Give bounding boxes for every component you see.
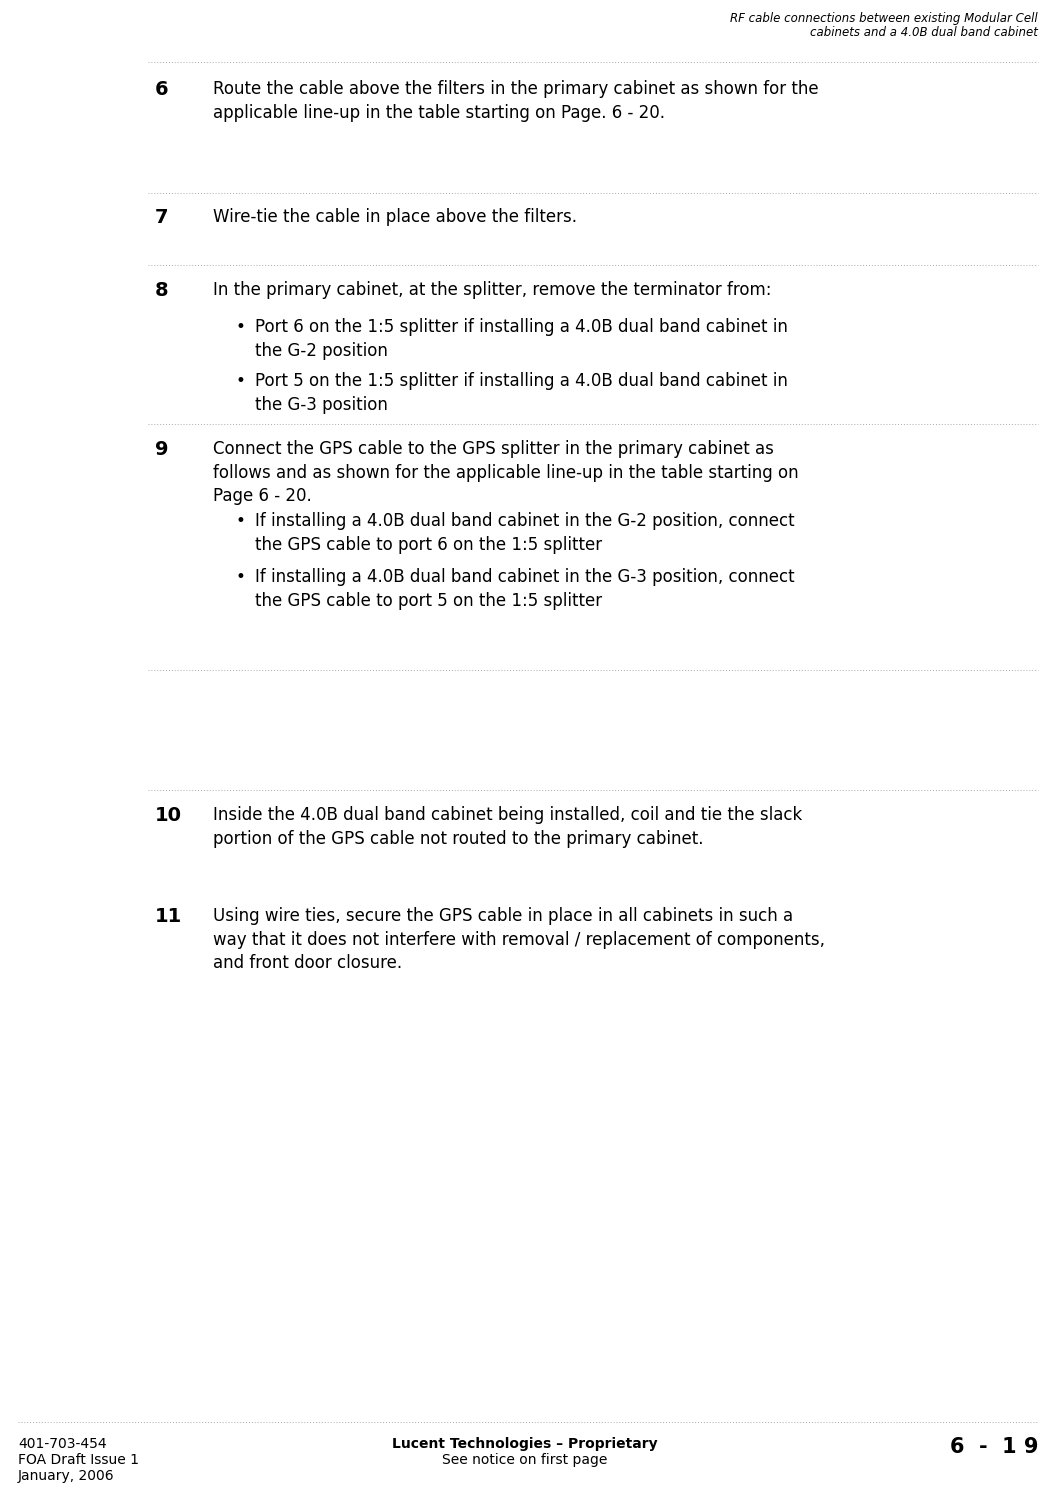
Text: Wire-tie the cable in place above the filters.: Wire-tie the cable in place above the fi…: [213, 209, 578, 226]
Text: Port 5 on the 1:5 splitter if installing a 4.0B dual band cabinet in
the G-3 pos: Port 5 on the 1:5 splitter if installing…: [255, 372, 788, 414]
Text: If installing a 4.0B dual band cabinet in the G-3 position, connect
the GPS cabl: If installing a 4.0B dual band cabinet i…: [255, 568, 795, 609]
Text: FOA Draft Issue 1: FOA Draft Issue 1: [18, 1454, 139, 1467]
Text: Using wire ties, secure the GPS cable in place in all cabinets in such a
way tha: Using wire ties, secure the GPS cable in…: [213, 908, 825, 972]
Text: Route the cable above the filters in the primary cabinet as shown for the
applic: Route the cable above the filters in the…: [213, 80, 819, 122]
Text: If installing a 4.0B dual band cabinet in the G-2 position, connect
the GPS cabl: If installing a 4.0B dual band cabinet i…: [255, 512, 795, 554]
Text: 9: 9: [155, 440, 168, 459]
Text: Connect the GPS cable to the GPS splitter in the primary cabinet as
follows and : Connect the GPS cable to the GPS splitte…: [213, 440, 799, 506]
Text: •: •: [235, 372, 245, 390]
Text: •: •: [235, 318, 245, 336]
Text: 11: 11: [155, 908, 183, 926]
Text: •: •: [235, 568, 245, 586]
Text: 10: 10: [155, 806, 182, 825]
Text: cabinets and a 4.0B dual band cabinet: cabinets and a 4.0B dual band cabinet: [811, 26, 1038, 39]
Text: 401-703-454: 401-703-454: [18, 1437, 107, 1450]
Text: •: •: [235, 512, 245, 530]
Text: 7: 7: [155, 209, 168, 226]
Text: Lucent Technologies – Proprietary: Lucent Technologies – Proprietary: [393, 1437, 657, 1450]
Text: 6  -  1 9: 6 - 1 9: [949, 1437, 1038, 1456]
Text: 6: 6: [155, 80, 169, 99]
Text: RF cable connections between existing Modular Cell: RF cable connections between existing Mo…: [731, 12, 1038, 26]
Text: In the primary cabinet, at the splitter, remove the terminator from:: In the primary cabinet, at the splitter,…: [213, 280, 772, 298]
Text: See notice on first page: See notice on first page: [442, 1454, 608, 1467]
Text: Port 6 on the 1:5 splitter if installing a 4.0B dual band cabinet in
the G-2 pos: Port 6 on the 1:5 splitter if installing…: [255, 318, 788, 360]
Text: 8: 8: [155, 280, 169, 300]
Text: Inside the 4.0B dual band cabinet being installed, coil and tie the slack
portio: Inside the 4.0B dual band cabinet being …: [213, 806, 802, 847]
Text: January, 2006: January, 2006: [18, 1468, 114, 1484]
